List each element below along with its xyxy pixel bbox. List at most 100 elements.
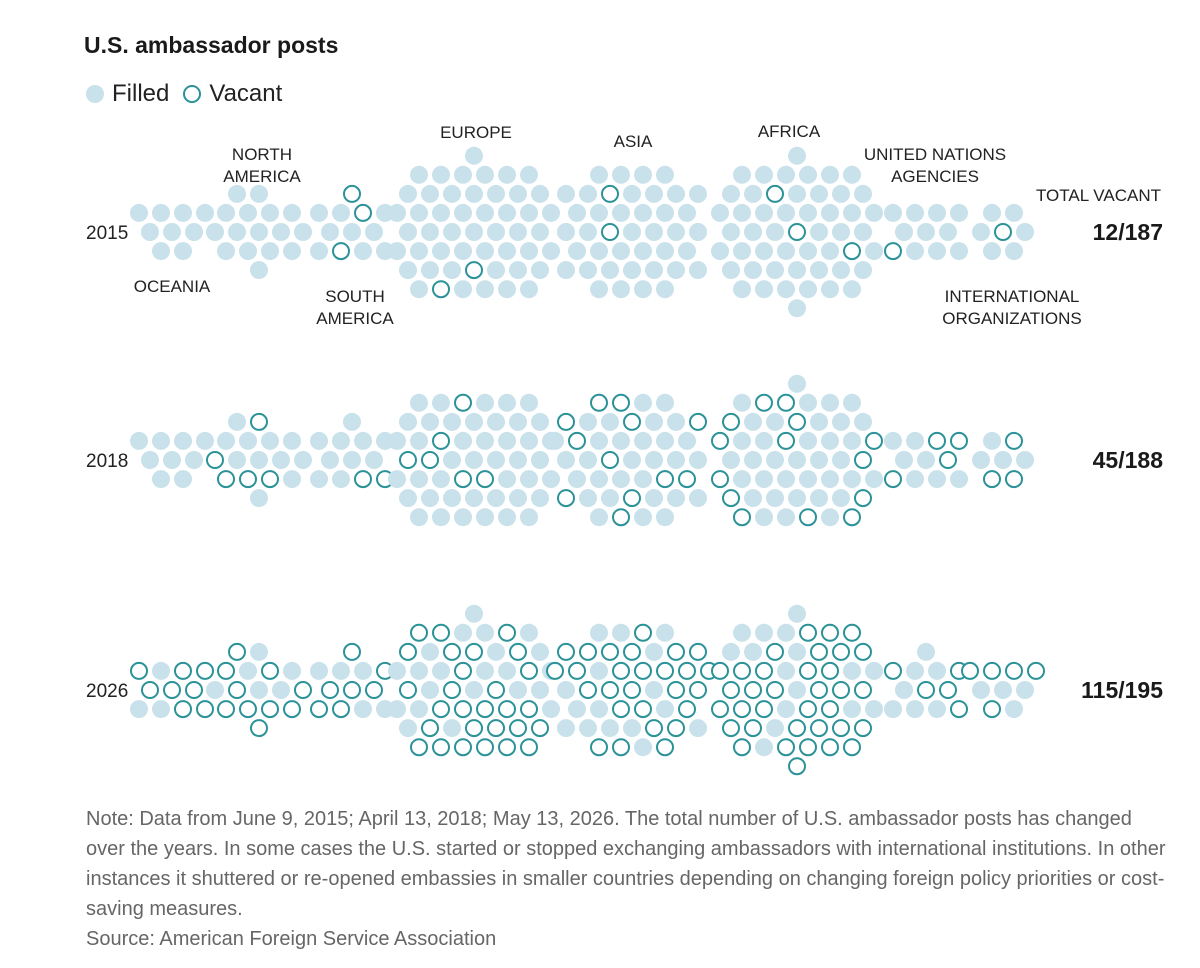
filled-post-dot — [310, 242, 328, 261]
vacant-post-dot — [310, 700, 328, 719]
filled-post-dot — [421, 681, 439, 699]
filled-post-dot — [917, 451, 935, 469]
filled-post-dot — [656, 700, 674, 719]
vacant-post-dot — [141, 681, 159, 699]
filled-post-dot — [388, 242, 406, 261]
filled-post-dot — [843, 661, 861, 680]
vacant-post-dot — [465, 642, 483, 661]
region-dot-group — [206, 412, 312, 508]
filled-post-dot — [799, 203, 817, 222]
vacant-post-dot — [509, 642, 527, 661]
filled-post-dot — [579, 489, 597, 508]
filled-post-dot — [733, 165, 751, 184]
filled-post-dot — [810, 184, 828, 203]
vacant-post-dot — [799, 738, 817, 757]
filled-post-dot — [443, 412, 461, 431]
filled-post-dot — [294, 223, 312, 241]
filled-post-dot — [667, 489, 685, 508]
vacant-post-dot — [1005, 470, 1023, 489]
vacant-post-dot — [733, 700, 751, 719]
filled-post-dot — [498, 280, 516, 299]
filled-post-dot — [174, 431, 192, 450]
filled-post-dot — [645, 489, 663, 508]
filled-post-dot — [656, 393, 674, 412]
filled-post-dot — [788, 451, 806, 469]
filled-post-dot — [321, 451, 339, 469]
source-text: Source: American Foreign Service Associa… — [86, 928, 497, 950]
vacant-post-dot — [821, 661, 839, 680]
filled-post-dot — [410, 470, 428, 489]
filled-post-dot — [283, 470, 301, 489]
vacant-post-dot — [174, 700, 192, 719]
filled-post-dot — [939, 223, 957, 241]
vacant-post-dot — [884, 242, 902, 261]
filled-post-dot — [487, 451, 505, 469]
filled-post-dot — [443, 719, 461, 738]
vacant-post-dot — [939, 681, 957, 699]
vacant-post-dot — [217, 661, 235, 680]
filled-post-dot — [1005, 203, 1023, 222]
region-dot-group — [557, 165, 707, 299]
filled-post-dot — [399, 489, 417, 508]
filled-post-dot — [272, 681, 290, 699]
filled-post-dot — [174, 242, 192, 261]
vacant-post-dot — [612, 700, 630, 719]
filled-post-dot — [520, 431, 538, 450]
filled-post-dot — [821, 470, 839, 489]
filled-post-dot — [487, 642, 505, 661]
year-label: 2015 — [86, 223, 128, 244]
filled-post-dot — [152, 700, 170, 719]
filled-post-dot — [678, 203, 696, 222]
vacant-post-dot — [557, 412, 575, 431]
filled-post-dot — [432, 470, 450, 489]
filled-post-dot — [410, 661, 428, 680]
filled-post-dot — [228, 412, 246, 431]
filled-post-dot — [777, 623, 795, 642]
filled-post-dot — [623, 184, 641, 203]
filled-post-dot — [656, 508, 674, 527]
vacant-post-dot — [432, 623, 450, 642]
filled-post-dot — [250, 681, 268, 699]
filled-post-dot — [755, 623, 773, 642]
filled-post-dot — [895, 451, 913, 469]
filled-post-dot — [810, 223, 828, 241]
filled-post-dot — [206, 681, 224, 699]
region-label: EUROPE — [440, 123, 512, 142]
filled-post-dot — [884, 431, 902, 450]
filled-post-dot — [365, 223, 383, 241]
filled-post-dot — [272, 223, 290, 241]
filled-post-dot — [465, 604, 483, 623]
filled-post-dot — [465, 681, 483, 699]
filled-post-dot — [777, 203, 795, 222]
filled-post-dot — [634, 203, 652, 222]
vacant-post-dot — [799, 661, 817, 680]
filled-post-dot — [821, 165, 839, 184]
filled-post-dot — [310, 661, 328, 680]
vacant-post-dot — [777, 738, 795, 757]
filled-post-dot — [509, 184, 527, 203]
filled-post-dot — [283, 431, 301, 450]
filled-post-dot — [498, 393, 516, 412]
filled-post-dot — [185, 223, 203, 241]
region-dot-group — [961, 661, 1045, 719]
vacant-post-dot — [667, 719, 685, 738]
filled-post-dot — [542, 700, 560, 719]
filled-post-dot — [579, 223, 597, 241]
filled-post-dot — [476, 623, 494, 642]
region-dot-group — [972, 431, 1034, 489]
filled-post-dot — [1005, 700, 1023, 719]
region-dot-group — [206, 642, 312, 738]
filled-post-dot — [130, 700, 148, 719]
filled-post-dot — [799, 165, 817, 184]
filled-post-dot — [755, 165, 773, 184]
filled-post-dot — [656, 165, 674, 184]
filled-post-dot — [520, 280, 538, 299]
filled-post-dot — [590, 431, 608, 450]
filled-post-dot — [174, 203, 192, 222]
filled-post-dot — [590, 623, 608, 642]
filled-post-dot — [744, 412, 762, 431]
filled-post-dot — [321, 223, 339, 241]
filled-post-dot — [865, 242, 883, 261]
filled-post-dot — [509, 681, 527, 699]
vacant-post-dot — [788, 719, 806, 738]
